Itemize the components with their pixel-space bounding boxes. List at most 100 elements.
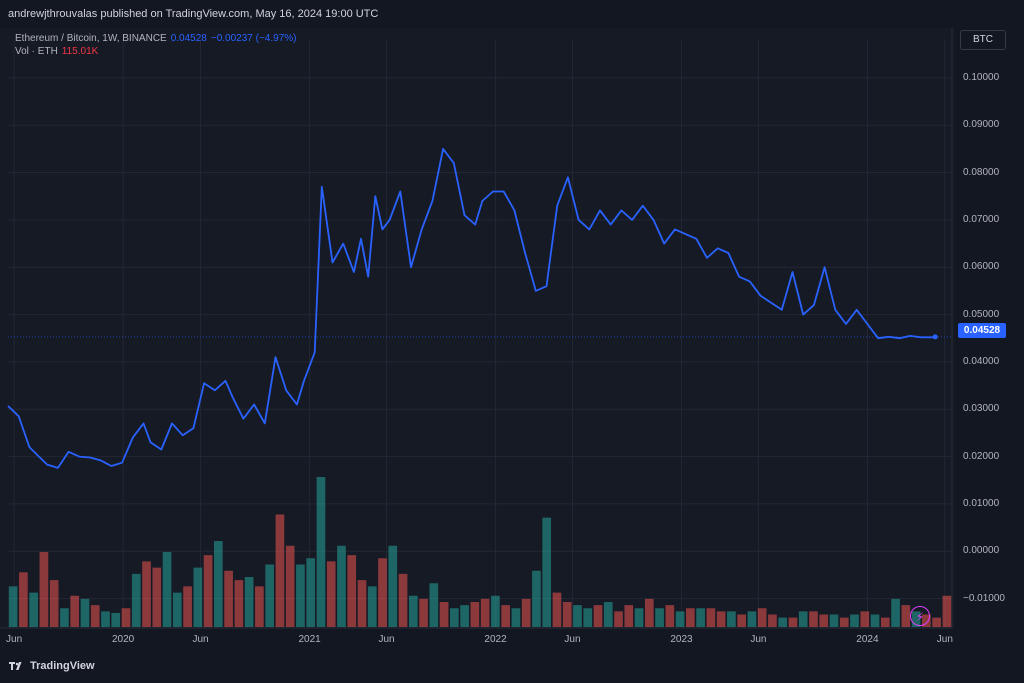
volume-bar <box>562 602 572 627</box>
currency-button[interactable]: BTC <box>960 30 1006 50</box>
volume-bar <box>70 595 80 627</box>
volume-bar <box>60 608 69 627</box>
volume-bar <box>162 552 172 627</box>
volume-bar <box>491 595 500 627</box>
volume-bar <box>234 580 244 627</box>
volume-bar <box>850 614 859 627</box>
y-tick-label: 0.02000 <box>963 450 1000 462</box>
volume-bar <box>19 572 28 627</box>
volume-bar <box>326 561 336 627</box>
x-tick-label: Jun <box>378 634 395 645</box>
volume-bar <box>870 614 880 627</box>
volume-bar <box>819 614 829 627</box>
volume-bar <box>101 611 110 627</box>
y-tick-label: 0.05000 <box>963 308 1000 320</box>
volume-bar <box>798 611 808 627</box>
volume-bar <box>429 583 439 627</box>
volume-bar <box>593 605 603 627</box>
x-tick-label: Jun <box>936 634 953 645</box>
y-tick-label: 0.01000 <box>963 497 1000 509</box>
volume-bar <box>398 573 408 627</box>
volume-bar <box>788 617 798 627</box>
volume-value: 115.01K <box>61 46 99 57</box>
volume-label[interactable]: Vol · ETH <box>15 46 58 57</box>
tradingview-logo-icon <box>9 662 22 670</box>
volume-bar <box>142 561 151 627</box>
volume-bar <box>337 545 346 627</box>
x-tick-label: 2021 <box>298 634 321 645</box>
volume-bar <box>203 555 213 627</box>
volume-bar <box>757 608 767 627</box>
volume-bar <box>839 617 849 627</box>
x-tick-label: 2022 <box>484 634 507 645</box>
x-tick-label: 2023 <box>670 634 693 645</box>
volume-bar <box>306 558 316 627</box>
volume-bar <box>214 541 223 627</box>
volume-bar <box>29 592 38 627</box>
volume-bar <box>193 567 203 627</box>
y-tick-label: 0.04000 <box>963 355 1000 367</box>
volume-bar <box>696 608 705 627</box>
chart-pane[interactable] <box>0 28 955 628</box>
volume-bar <box>49 580 59 627</box>
price-line <box>7 147 936 469</box>
volume-bar <box>809 611 818 627</box>
last-price: 0.04528 <box>170 33 207 44</box>
volume-bar <box>8 586 18 627</box>
volume-bar <box>573 605 582 627</box>
volume-bar <box>644 598 654 627</box>
price-change: −0.00237 (−4.97%) <box>210 33 297 44</box>
footer-brand[interactable]: TradingView <box>8 660 95 672</box>
volume-bar <box>634 608 644 627</box>
x-tick-label: Jun <box>192 634 209 645</box>
volume-bar <box>583 608 593 627</box>
y-tick-label: 0.00000 <box>963 545 1000 557</box>
volume-bar <box>285 545 295 627</box>
volume-bar <box>542 517 552 627</box>
volume-bar <box>296 564 305 627</box>
volume-bar <box>470 602 480 627</box>
x-tick-label: 2024 <box>856 634 879 645</box>
volume-bar <box>747 611 757 627</box>
volume-bar <box>367 586 377 627</box>
x-tick-label: Jun <box>750 634 767 645</box>
volume-bar <box>419 598 428 627</box>
volume-bar <box>901 605 911 627</box>
volume-bar <box>532 570 541 627</box>
top-bar: andrewjthrouvalas published on TradingVi… <box>0 0 1024 28</box>
y-tick-label: −0.01000 <box>963 592 1005 604</box>
volume-bar <box>675 611 685 627</box>
volume-bar <box>131 573 141 627</box>
y-tick-label: 0.10000 <box>963 71 1000 83</box>
volume-bar <box>347 555 357 627</box>
volume-bar <box>183 586 192 627</box>
volume-bar <box>603 602 613 627</box>
volume-bar <box>727 611 736 627</box>
volume-bar <box>480 598 490 627</box>
volume-bar <box>716 611 726 627</box>
volume-bar <box>829 614 839 627</box>
volume-bar <box>521 598 531 627</box>
volume-bar <box>706 608 716 627</box>
volume-bar <box>408 595 418 627</box>
y-tick-label: 0.03000 <box>963 403 1000 415</box>
volume-bar <box>501 605 510 627</box>
volume-bar <box>737 614 746 627</box>
volume-bar <box>778 617 788 627</box>
volume-bar <box>316 477 326 627</box>
volume-bar <box>388 545 398 627</box>
volume-bar <box>121 608 131 627</box>
x-tick-label: Jun <box>6 634 23 645</box>
volume-bar <box>439 602 449 627</box>
lightning-icon[interactable]: ⚡ <box>910 606 930 626</box>
volume-bar <box>614 611 623 627</box>
volume-bar <box>655 608 664 627</box>
volume-bar <box>90 605 100 627</box>
symbol-label[interactable]: Ethereum / Bitcoin, 1W, BINANCE <box>15 33 167 44</box>
volume-bar <box>686 608 695 627</box>
volume-bar <box>172 592 182 627</box>
y-tick-label: 0.08000 <box>963 166 1000 178</box>
volume-bar <box>224 570 233 627</box>
volume-bar <box>552 592 562 627</box>
